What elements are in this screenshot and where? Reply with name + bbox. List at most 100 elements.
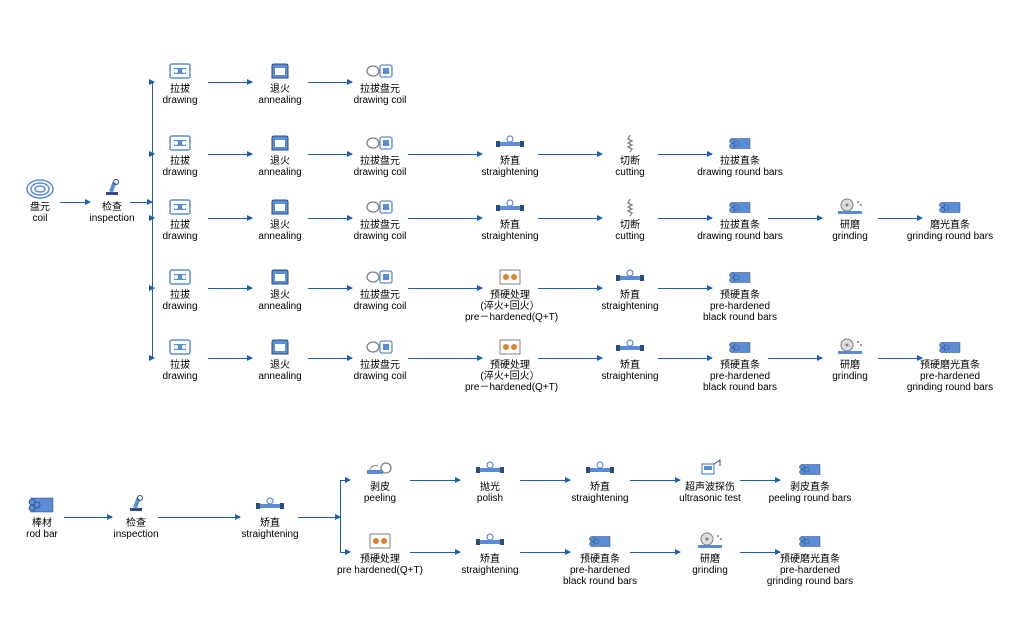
label-en2: grinding round bars — [905, 382, 995, 393]
label-cn: 拉拔 — [135, 290, 225, 301]
label-en: peeling round bars — [765, 493, 855, 504]
label-en: grinding — [805, 231, 895, 242]
label-en: grinding — [665, 565, 755, 576]
label-cn: 超声波探伤 — [665, 482, 755, 493]
label-en2: black round bars — [695, 382, 785, 393]
label-cn: 预硬直条 — [695, 290, 785, 301]
label-cn: 预硬磨光直条 — [765, 554, 855, 565]
label-en: drawing coil — [335, 167, 425, 178]
node-drawing: 拉拔drawing — [135, 60, 225, 106]
label-en2: black round bars — [555, 576, 645, 587]
arrow — [64, 517, 112, 518]
label-en: drawing coil — [335, 95, 425, 106]
label-cn: 拉拔 — [135, 220, 225, 231]
label-en: cutting — [585, 167, 675, 178]
node-pregrind: 预硬磨光直条pre-hardenedgrinding round bars — [905, 336, 995, 393]
label-en: ultrasonic test — [665, 493, 755, 504]
label-en2: pre－hardened(Q+T) — [465, 382, 555, 393]
node-drawbars: 拉拔直条drawing round bars — [695, 132, 785, 178]
label-en: inspection — [91, 529, 181, 540]
label-en: cutting — [585, 231, 675, 242]
label-cn: 拉拔直条 — [695, 156, 785, 167]
label-cn: 磨光直条 — [905, 220, 995, 231]
label-cn: 预硬磨光直条 — [905, 360, 995, 371]
label-en: grinding round bars — [905, 231, 995, 242]
label-cn: 剥皮 — [335, 482, 425, 493]
node-annealing: 退火annealing — [235, 60, 325, 106]
label-cn: 退火 — [235, 360, 325, 371]
label-en: annealing — [235, 231, 325, 242]
label-cn: 退火 — [235, 220, 325, 231]
label-cn: 预硬处理 — [465, 360, 555, 371]
node-drawbars: 拉拔直条drawing round bars — [695, 196, 785, 242]
label-en: (淬火+回火） — [465, 371, 555, 382]
label-en: drawing — [135, 231, 225, 242]
node-peeling: 剥皮peeling — [335, 458, 425, 504]
label-en: annealing — [235, 371, 325, 382]
label-cn: 切断 — [585, 156, 675, 167]
label-en: annealing — [235, 95, 325, 106]
label-en: grinding — [805, 371, 895, 382]
label-cn: 研磨 — [805, 220, 895, 231]
node-straight: 矫直straightening — [465, 196, 555, 242]
label-en: rod bar — [0, 529, 87, 540]
node-grindbars: 磨光直条grinding round bars — [905, 196, 995, 242]
label-cn: 矫直 — [585, 290, 675, 301]
label-cn: 研磨 — [665, 554, 755, 565]
label-cn: 研磨 — [805, 360, 895, 371]
node-drawcoil: 拉拔盘元drawing coil — [335, 132, 425, 178]
label-cn: 矫直 — [445, 554, 535, 565]
label-en: pre-hardened — [555, 565, 645, 576]
label-en: straightening — [445, 565, 535, 576]
node-prehard2: 预硬处理pre hardened(Q+T) — [335, 530, 425, 576]
label-en: pre-hardened — [905, 371, 995, 382]
label-en: pre hardened(Q+T) — [335, 565, 425, 576]
node-cutting: 切断cutting — [585, 132, 675, 178]
arrow — [158, 517, 240, 518]
node-drawcoil: 拉拔盘元drawing coil — [335, 60, 425, 106]
arrow — [298, 517, 340, 518]
label-cn: 拉拔盘元 — [335, 156, 425, 167]
node-drawcoil: 拉拔盘元drawing coil — [335, 336, 425, 382]
node-prehard: 预硬处理(淬火+回火）pre－hardened(Q+T) — [465, 336, 555, 393]
label-en: drawing — [135, 167, 225, 178]
label-cn: 矫直 — [465, 156, 555, 167]
label-en: drawing round bars — [695, 231, 785, 242]
node-polish: 抛光polish — [445, 458, 535, 504]
label-en: annealing — [235, 301, 325, 312]
node-straight: 矫直straightening — [585, 336, 675, 382]
label-en: drawing coil — [335, 231, 425, 242]
label-en: drawing coil — [335, 301, 425, 312]
label-cn: 矫直 — [585, 360, 675, 371]
node-grinding: 研磨grinding — [805, 196, 895, 242]
node-grinding: 研磨grinding — [805, 336, 895, 382]
label-cn: 拉拔 — [135, 156, 225, 167]
label-cn: 预硬处理 — [465, 290, 555, 301]
label-en: straightening — [585, 301, 675, 312]
label-en: polish — [445, 493, 535, 504]
label-en: pre-hardened — [695, 371, 785, 382]
label-cn: 切断 — [585, 220, 675, 231]
label-en: straightening — [225, 529, 315, 540]
label-cn: 拉拔盘元 — [335, 290, 425, 301]
label-en2: grinding round bars — [765, 576, 855, 587]
label-cn: 预硬直条 — [695, 360, 785, 371]
node-annealing: 退火annealing — [235, 336, 325, 382]
node-peelbars: 剥皮直条peeling round bars — [765, 458, 855, 504]
label-en2: black round bars — [695, 312, 785, 323]
label-cn: 退火 — [235, 84, 325, 95]
label-cn: 预硬处理 — [335, 554, 425, 565]
node-annealing: 退火annealing — [235, 196, 325, 242]
node-preblack: 预硬直条pre-hardenedblack round bars — [695, 336, 785, 393]
label-en: drawing — [135, 371, 225, 382]
label-en: pre-hardened — [765, 565, 855, 576]
label-cn: 矫直 — [465, 220, 555, 231]
label-en2: pre－hardened(Q+T) — [465, 312, 555, 323]
arrow — [60, 202, 90, 203]
node-pregrind: 预硬磨光直条pre-hardenedgrinding round bars — [765, 530, 855, 587]
label-en: annealing — [235, 167, 325, 178]
label-en: peeling — [335, 493, 425, 504]
node-annealing: 退火annealing — [235, 132, 325, 178]
node-ultra: 超声波探伤ultrasonic test — [665, 458, 755, 504]
label-cn: 拉拔盘元 — [335, 360, 425, 371]
